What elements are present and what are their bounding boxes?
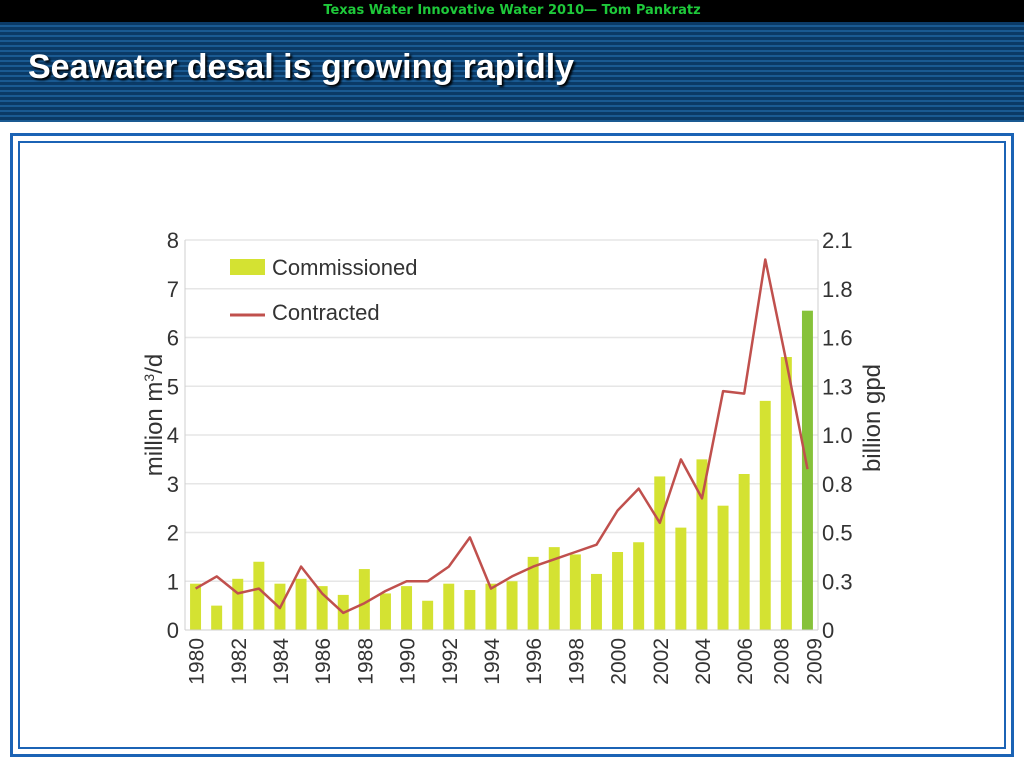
y2-tick-label: 1.8 <box>822 277 853 302</box>
slide-header: Seawater desal is growing rapidly <box>0 22 1024 122</box>
y-tick-label: 8 <box>167 228 179 253</box>
x-tick-label: 2009 <box>804 638 827 685</box>
contracted-line <box>194 258 809 615</box>
x-tick-label: 1982 <box>228 638 251 685</box>
tick-labels: 0 1 2 3 4 5 6 7 8 0 0.3 0.5 0.8 1.0 1.3 1.6 1.8 2.1 1980 19… <box>167 228 853 685</box>
bar-commissioned-1985 <box>295 578 307 630</box>
legend-label-commissioned: Commissioned <box>272 255 418 280</box>
page-title: Seawater desal is growing rapidly <box>28 48 575 86</box>
x-tick-label: 1986 <box>312 638 335 685</box>
y2-axis-label: billion gpd <box>859 364 886 472</box>
bar-commissioned-1999 <box>590 573 602 630</box>
legend-label-contracted: Contracted <box>272 300 380 325</box>
x-tick-label: 1992 <box>439 638 462 685</box>
y-tick-label: 6 <box>167 326 179 351</box>
y2-tick-label: 1.6 <box>822 326 853 351</box>
bar-commissioned-1986 <box>316 586 328 630</box>
x-tick-label: 2006 <box>734 638 757 685</box>
bar-commissioned-1980 <box>190 583 202 630</box>
bar-commissioned-2001 <box>633 542 645 630</box>
bar-commissioned-2006 <box>738 474 750 630</box>
contracted-line-layer <box>194 258 809 615</box>
axes <box>184 240 819 631</box>
x-tick-label: 2004 <box>692 638 715 685</box>
x-tick-label: 2000 <box>608 638 631 685</box>
y2-tick-label: 0.8 <box>822 472 853 497</box>
y-tick-label: 5 <box>167 374 179 399</box>
x-tick-label: 2002 <box>650 638 673 685</box>
x-tick-label: 1980 <box>186 638 209 685</box>
chart-frame-inner-border <box>18 141 1006 749</box>
bar-commissioned-2000 <box>612 552 624 630</box>
bar-commissioned-1981 <box>211 605 223 630</box>
x-tick-label: 2008 <box>770 638 793 685</box>
x-tick-label: 1998 <box>565 638 588 685</box>
x-tick-label: 1990 <box>397 638 420 685</box>
legend: Commissioned Contracted <box>230 255 418 325</box>
y-tick-label: 3 <box>167 472 179 497</box>
bar-commissioned-2007 <box>759 400 771 630</box>
presentation-source-text: Texas Water Innovative Water 2010— Tom P… <box>323 3 701 18</box>
bar-commissioned-2004 <box>696 459 708 630</box>
bar-commissioned-1993 <box>464 590 476 630</box>
y-axis-label: million m3/d <box>141 354 168 477</box>
commissioned-bars <box>190 310 813 630</box>
y2-tick-label: 0.3 <box>822 569 853 594</box>
y-tick-label: 4 <box>167 423 179 448</box>
bar-commissioned-1992 <box>443 583 455 630</box>
grid-lines <box>185 239 818 582</box>
y2-tick-label: 1.3 <box>822 374 853 399</box>
x-tick-label: 1996 <box>523 638 546 685</box>
bar-commissioned-1997 <box>548 547 560 630</box>
bar-commissioned-2002 <box>654 476 666 630</box>
y-axis-label-superscript: 3 <box>141 374 157 382</box>
bar-commissioned-2008 <box>780 357 792 630</box>
presentation-footer-bar: Texas Water Innovative Water 2010— Tom P… <box>0 0 1024 22</box>
y-axis-label-rest: /d <box>141 354 168 374</box>
x-tick-label: 1994 <box>481 638 504 685</box>
bar-commissioned-2003 <box>675 527 687 630</box>
bar-commissioned-1996 <box>527 556 539 630</box>
bar-commissioned-2005 <box>717 505 729 630</box>
y2-tick-label: 2.1 <box>822 228 853 253</box>
y-tick-label: 0 <box>167 618 179 643</box>
bar-commissioned-1991 <box>422 600 434 630</box>
legend-swatch-commissioned <box>230 259 265 275</box>
x-tick-label: 1984 <box>270 638 293 685</box>
bar-commissioned-1995 <box>506 581 518 630</box>
y2-tick-label: 1.0 <box>822 423 853 448</box>
bar-commissioned-1990 <box>401 586 413 630</box>
y2-tick-label: 0.5 <box>822 521 853 546</box>
bar-commissioned-1983 <box>253 561 265 630</box>
y-tick-label: 2 <box>167 521 179 546</box>
y-axis-label-main: million m <box>141 382 168 477</box>
bar-commissioned-1994 <box>485 583 497 630</box>
bar-commissioned-2009 <box>801 310 813 630</box>
bar-commissioned-1982 <box>232 578 244 630</box>
bar-commissioned-1998 <box>569 554 581 630</box>
bar-commissioned-1988 <box>358 569 370 630</box>
y2-tick-label: 0 <box>822 618 834 643</box>
bar-commissioned-1989 <box>379 593 391 630</box>
y-tick-label: 1 <box>167 569 179 594</box>
chart-frame <box>10 133 1014 757</box>
x-tick-label: 1988 <box>354 638 377 685</box>
y-tick-label: 7 <box>167 277 179 302</box>
